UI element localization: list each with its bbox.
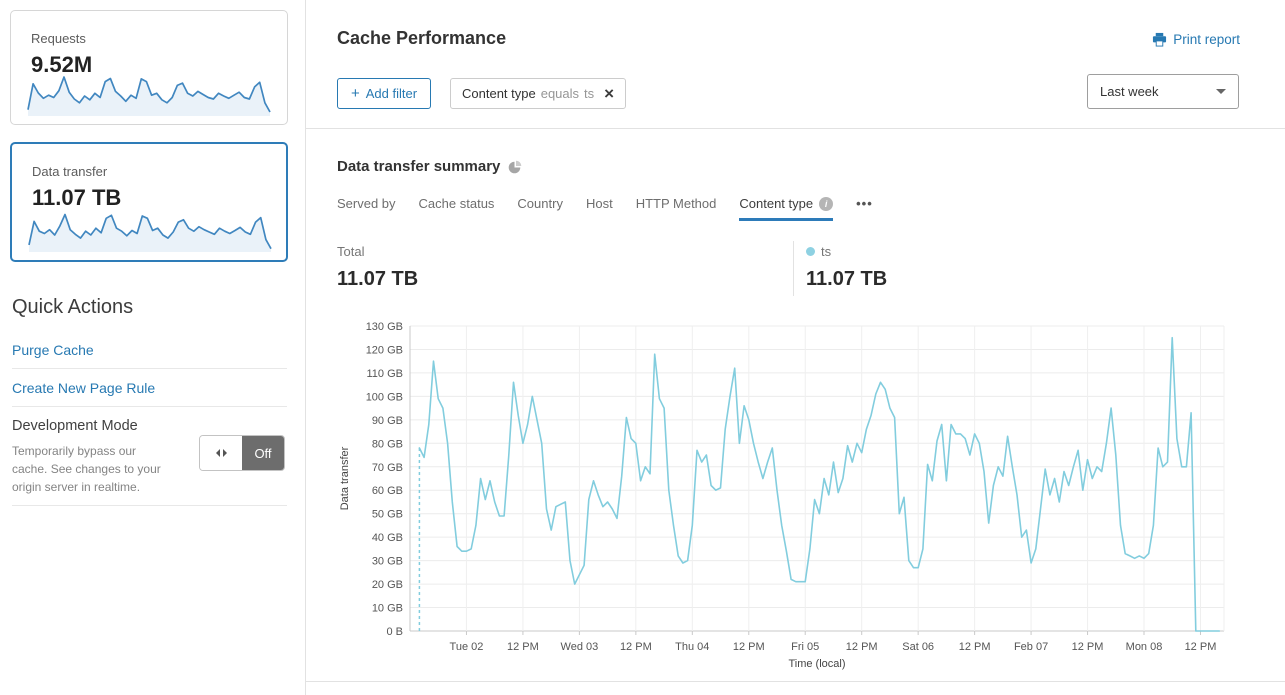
print-report-label: Print report <box>1173 32 1240 47</box>
svg-text:30 GB: 30 GB <box>372 556 403 568</box>
printer-icon <box>1153 32 1167 47</box>
divider <box>12 406 287 407</box>
summary-section-title: Data transfer summary <box>337 158 501 175</box>
tab-content-type[interactable]: Content type i <box>739 196 834 221</box>
development-mode-toggle[interactable]: Off <box>199 435 285 471</box>
filter-field: Content type <box>462 86 536 101</box>
requests-card-label: Requests <box>31 31 86 46</box>
chevron-down-icon <box>1216 89 1226 99</box>
more-tabs-button[interactable]: ••• <box>856 196 873 211</box>
requests-card-value: 9.52M <box>31 52 93 77</box>
svg-text:Thu 04: Thu 04 <box>675 641 709 653</box>
divider <box>12 505 287 506</box>
create-page-rule-link[interactable]: Create New Page Rule <box>12 380 156 396</box>
tab-served-by[interactable]: Served by <box>337 196 396 221</box>
sidebar-main-divider <box>305 0 306 695</box>
add-filter-label: Add filter <box>365 86 418 101</box>
time-range-value: Last week <box>1100 84 1159 99</box>
svg-text:0 B: 0 B <box>386 626 403 638</box>
svg-text:100 GB: 100 GB <box>366 391 403 403</box>
toggle-arrows-icon <box>200 436 242 470</box>
pie-chart-icon <box>509 160 522 173</box>
svg-text:Sat 06: Sat 06 <box>902 641 934 653</box>
info-icon[interactable]: i <box>819 196 834 211</box>
svg-text:12 PM: 12 PM <box>1185 641 1217 653</box>
svg-text:130 GB: 130 GB <box>366 321 403 333</box>
tab-host[interactable]: Host <box>586 196 613 221</box>
svg-text:Data transfer: Data transfer <box>339 446 351 510</box>
svg-text:Fri 05: Fri 05 <box>791 641 819 653</box>
time-range-select[interactable]: Last week <box>1087 74 1239 109</box>
development-mode-description: Temporarily bypass our cache. See change… <box>12 444 161 494</box>
svg-text:12 PM: 12 PM <box>1072 641 1104 653</box>
page-title: Cache Performance <box>337 28 507 48</box>
purge-cache-link[interactable]: Purge Cache <box>12 342 94 358</box>
svg-text:Mon 08: Mon 08 <box>1126 641 1163 653</box>
svg-text:80 GB: 80 GB <box>372 438 403 450</box>
plus-icon: + <box>351 85 360 102</box>
tab-http-method[interactable]: HTTP Method <box>636 196 717 221</box>
add-filter-button[interactable]: + Add filter <box>337 78 432 109</box>
data-transfer-chart: 0 B 10 GB 20 GB 30 GB 40 GB 50 GB 60 GB 70 GB 80… <box>335 313 1240 681</box>
svg-text:70 GB: 70 GB <box>372 462 403 474</box>
divider <box>306 128 1285 129</box>
ts-stat-value: 11.07 TB <box>806 268 888 290</box>
quick-actions-heading: Quick Actions <box>12 296 134 318</box>
svg-text:12 PM: 12 PM <box>846 641 878 653</box>
print-report-link[interactable]: Print report <box>1152 32 1240 47</box>
requests-metric-card[interactable]: Requests 9.52M <box>10 10 288 125</box>
svg-text:60 GB: 60 GB <box>372 485 403 497</box>
toggle-off-label: Off <box>242 436 284 470</box>
svg-text:110 GB: 110 GB <box>367 368 404 380</box>
svg-text:20 GB: 20 GB <box>372 579 403 591</box>
requests-sparkline <box>27 76 271 116</box>
legend-dot <box>806 247 815 256</box>
svg-text:12 PM: 12 PM <box>620 641 652 653</box>
total-stat-label: Total <box>337 244 365 259</box>
tab-label: Cache status <box>418 196 495 211</box>
svg-text:120 GB: 120 GB <box>366 344 403 356</box>
svg-text:Feb 07: Feb 07 <box>1014 641 1048 653</box>
ts-stat-label: ts <box>806 244 831 259</box>
development-mode-label: Development Mode <box>12 418 138 434</box>
svg-text:50 GB: 50 GB <box>372 509 403 521</box>
data-transfer-card-label: Data transfer <box>32 164 108 179</box>
tab-label: Served by <box>337 196 396 211</box>
tab-label: Content type <box>739 196 814 211</box>
svg-text:Tue 02: Tue 02 <box>450 641 484 653</box>
tab-label: Host <box>585 196 613 211</box>
svg-text:12 PM: 12 PM <box>507 641 539 653</box>
tab-country[interactable]: Country <box>517 196 563 221</box>
data-transfer-metric-card[interactable]: Data transfer 11.07 TB <box>10 142 288 262</box>
svg-text:Wed 03: Wed 03 <box>561 641 599 653</box>
data-transfer-card-value: 11.07 TB <box>32 185 122 210</box>
divider <box>306 681 1285 682</box>
svg-text:40 GB: 40 GB <box>372 532 403 544</box>
total-stat-value: 11.07 TB <box>337 268 419 290</box>
remove-filter-icon[interactable]: × <box>604 84 615 103</box>
svg-text:10 GB: 10 GB <box>372 603 403 615</box>
ts-legend-label: ts <box>821 244 832 259</box>
tab-cache-status[interactable]: Cache status <box>419 196 495 221</box>
svg-text:90 GB: 90 GB <box>372 415 403 427</box>
data-transfer-sparkline <box>28 213 272 252</box>
svg-text:Time (local): Time (local) <box>788 658 845 670</box>
svg-text:12 PM: 12 PM <box>733 641 765 653</box>
summary-tabs: Served by Cache status Country Host HTTP Met… <box>337 196 873 221</box>
divider <box>793 241 794 296</box>
divider <box>12 368 287 369</box>
svg-text:12 PM: 12 PM <box>959 641 991 653</box>
filter-operator: equals <box>540 86 580 101</box>
filter-chip: Content type equals ts × <box>450 78 627 109</box>
filter-value: ts <box>584 86 595 101</box>
tab-label: HTTP Method <box>635 196 717 211</box>
tab-label: Country <box>517 196 563 211</box>
